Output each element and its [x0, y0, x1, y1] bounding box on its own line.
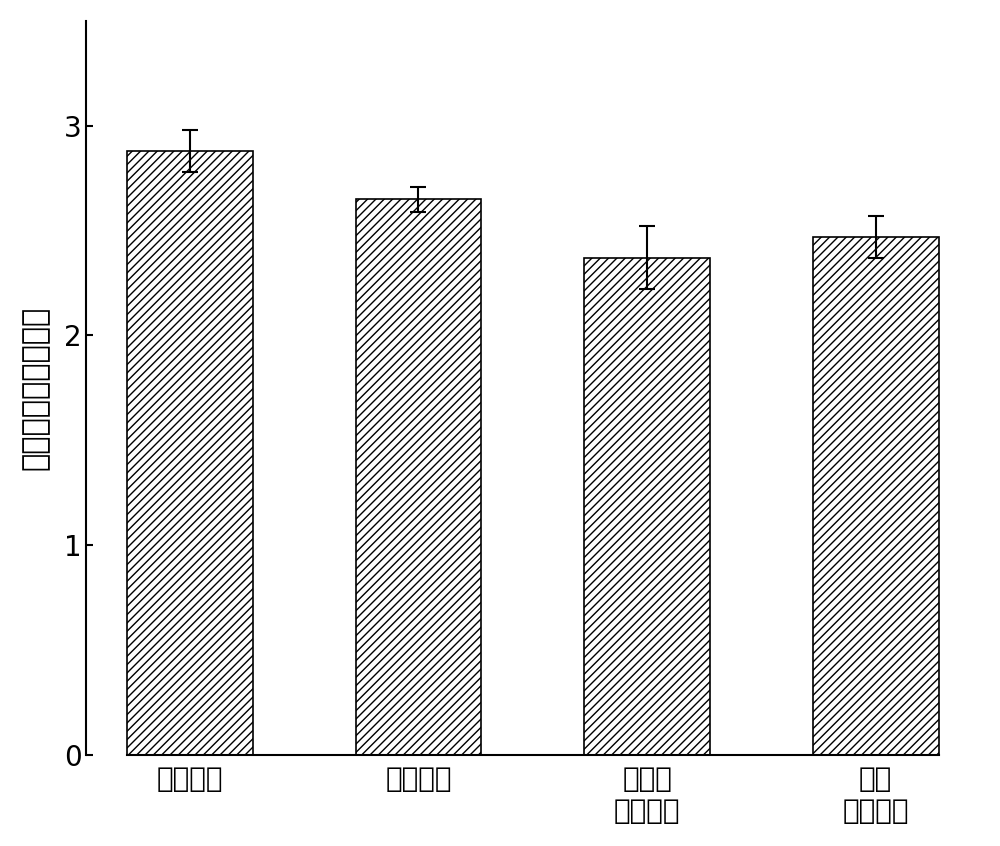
Bar: [813, 237, 939, 755]
Y-axis label: 抑菌圈直径（厘米）: 抑菌圈直径（厘米）: [21, 305, 50, 470]
Bar: [584, 258, 710, 755]
Bar: [356, 199, 481, 755]
Bar: [127, 151, 253, 755]
